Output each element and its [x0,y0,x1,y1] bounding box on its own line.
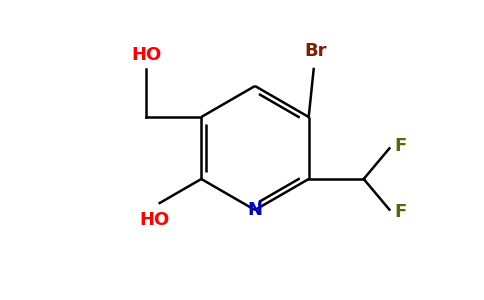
Text: F: F [394,202,407,220]
Text: Br: Br [304,42,327,60]
Text: N: N [247,201,262,219]
Text: HO: HO [131,46,162,64]
Text: F: F [394,137,407,155]
Text: HO: HO [139,211,170,229]
